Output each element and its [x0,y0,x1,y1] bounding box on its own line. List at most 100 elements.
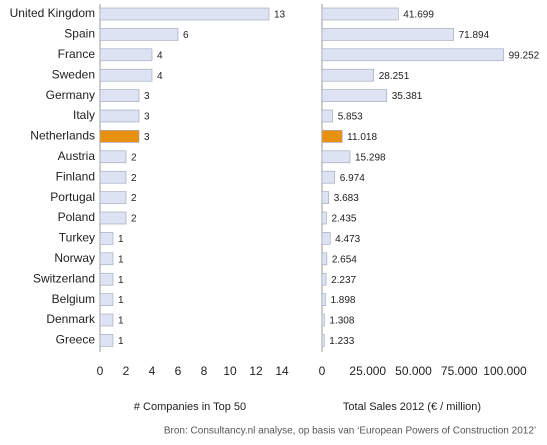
value-label: 15.298 [355,152,386,163]
value-label: 1 [118,254,124,265]
axis-title: # Companies in Top 50 [134,401,246,413]
category-label: Greece [56,333,96,347]
value-label: 99.252 [509,50,540,61]
bar [321,170,336,184]
category-label: Belgium [52,292,95,306]
value-label: 71.894 [459,30,490,41]
value-label: 2.237 [331,275,356,286]
x-tick-label: 25.000 [349,364,386,378]
bar [321,313,325,327]
value-label: 1.308 [329,316,354,327]
bar [99,7,270,21]
bar [99,150,127,164]
bar [321,68,374,82]
bar [99,293,114,306]
x-tick-label: 2 [123,364,130,378]
value-label: 3 [144,91,150,102]
x-tick-label: 100.000 [483,364,527,378]
bar [99,252,114,266]
category-label: Denmark [46,312,96,326]
bar [99,313,114,327]
axis-title: Total Sales 2012 (€ / million) [343,401,481,413]
bar [321,28,454,41]
bar [99,68,153,82]
x-tick-label: 50.000 [395,364,432,378]
value-label: 11.018 [347,132,377,143]
category-label: Spain [64,27,95,41]
category-label: Finland [56,169,95,183]
value-label: 3 [144,132,150,143]
category-label: Italy [73,108,95,122]
value-label: 3 [144,112,150,123]
category-label: Turkey [59,231,95,245]
category-label: Austria [58,149,96,163]
x-tick-label: 0 [97,364,104,378]
bar [321,293,326,306]
value-label: 28.251 [379,71,410,82]
value-label: 4.473 [335,234,360,245]
category-label: Germany [46,88,95,102]
bar [99,191,127,204]
bar [321,272,327,286]
bar [99,48,153,62]
bar [99,89,140,102]
value-label: 35.381 [392,91,423,102]
bar [99,334,114,347]
category-label: Portugal [50,190,95,204]
bar [321,334,325,347]
value-label: 1 [118,336,124,347]
category-label: Norway [54,251,95,265]
value-label: 4 [157,50,163,61]
bar [321,191,330,204]
bar [99,170,127,184]
value-label: 2.654 [332,254,357,265]
value-label: 13 [274,10,286,21]
value-label: 1 [118,295,124,306]
value-label: 6 [183,30,189,41]
category-label: Poland [58,210,95,224]
bar [99,109,140,123]
value-label: 1.898 [330,295,355,306]
bar [99,272,114,286]
x-tick-label: 6 [175,364,182,378]
value-label: 4 [157,71,163,82]
x-tick-label: 4 [149,364,156,378]
value-label: 3.683 [334,193,359,204]
value-label: 6.974 [340,173,365,184]
value-label: 2 [131,152,137,163]
value-label: 2 [131,173,137,184]
value-label: 1 [118,275,124,286]
x-tick-label: 75.000 [441,364,478,378]
bar [99,130,140,143]
category-label: United Kingdom [10,6,95,20]
value-label: 2 [131,193,137,204]
value-label: 2.435 [331,214,356,225]
category-label: Sweden [52,67,95,81]
x-tick-label: 10 [223,364,237,378]
bar [321,150,351,164]
x-tick-label: 8 [201,364,208,378]
value-label: 1 [118,316,124,327]
bar [321,130,343,143]
value-label: 1 [118,234,124,245]
category-label: Switzerland [33,271,95,285]
bar [321,109,334,123]
bar [321,7,399,21]
bar [99,28,179,41]
bar [321,252,328,266]
value-label: 5.853 [338,112,363,123]
x-tick-label: 14 [275,364,289,378]
x-tick-label: 0 [319,364,326,378]
category-label: Netherlands [30,129,95,143]
value-label: 41.699 [403,10,434,21]
bar [321,232,331,245]
bar [321,211,327,225]
bar [321,48,504,62]
x-tick-label: 12 [249,364,263,378]
bar [99,211,127,225]
bar [99,232,114,245]
value-label: 1.233 [329,336,354,347]
bar [321,89,388,102]
value-label: 2 [131,214,137,225]
